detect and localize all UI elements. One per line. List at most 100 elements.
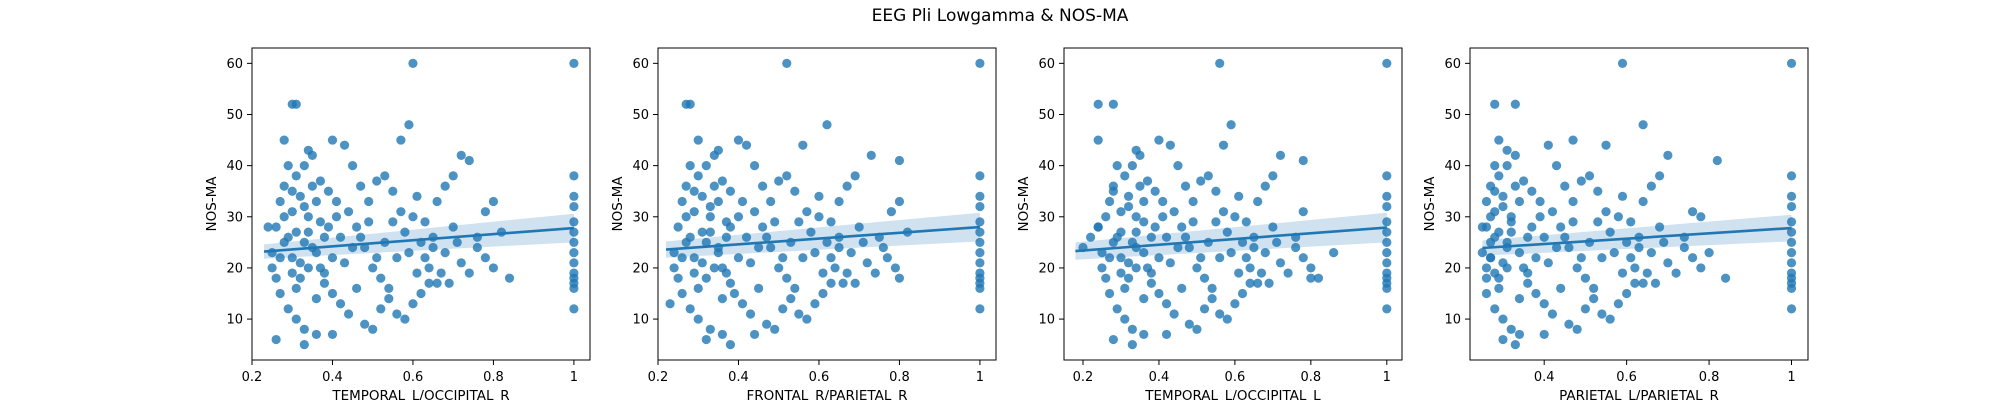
data-point	[894, 273, 905, 283]
data-point	[1382, 217, 1392, 227]
data-point	[1622, 288, 1632, 299]
data-point	[1108, 181, 1118, 191]
data-point	[1177, 283, 1187, 293]
x-tick-label: 0.2	[242, 370, 263, 385]
y-tick-label: 10	[226, 313, 243, 328]
data-point	[1093, 99, 1103, 109]
data-point	[713, 145, 723, 155]
data-point	[1180, 181, 1191, 191]
data-point	[1123, 191, 1134, 201]
data-point	[1234, 191, 1244, 201]
data-point	[1127, 161, 1137, 171]
data-point	[1646, 247, 1656, 258]
data-point	[826, 217, 836, 227]
data-point	[1490, 161, 1500, 171]
data-point	[794, 309, 804, 319]
data-point	[424, 278, 434, 288]
y-tick-label: 50	[1444, 108, 1461, 123]
data-point	[1101, 273, 1111, 283]
x-tick-label: 0.2	[1073, 370, 1094, 385]
data-point	[975, 191, 985, 201]
data-point	[894, 196, 905, 207]
data-point	[1510, 150, 1520, 161]
data-point	[826, 253, 836, 263]
data-point	[1108, 99, 1118, 109]
data-point	[745, 258, 756, 268]
data-point	[299, 324, 309, 334]
x-tick-label: 0.6	[403, 370, 424, 385]
data-point	[339, 140, 350, 150]
data-point	[709, 181, 719, 191]
data-point	[894, 155, 905, 166]
data-point	[1490, 207, 1500, 217]
y-tick-label: 10	[1444, 313, 1461, 328]
data-point	[1506, 227, 1516, 237]
data-point	[733, 135, 744, 145]
data-point	[822, 237, 832, 247]
x-tick-label: 0.8	[1699, 370, 1720, 385]
data-point	[677, 196, 687, 207]
data-point	[1527, 222, 1537, 232]
data-point	[327, 135, 338, 145]
data-point	[790, 186, 800, 196]
data-point	[1139, 196, 1149, 207]
y-tick-label: 20	[632, 261, 649, 276]
data-point	[311, 247, 321, 258]
data-point	[737, 196, 748, 207]
data-point	[464, 155, 474, 166]
data-point	[1275, 150, 1286, 161]
regression-line	[665, 225, 980, 251]
data-point	[1218, 140, 1229, 150]
data-point	[1613, 299, 1623, 309]
data-point	[396, 135, 406, 145]
data-point	[279, 135, 289, 145]
data-point	[1655, 222, 1665, 232]
data-point	[364, 196, 374, 207]
data-point	[456, 150, 466, 161]
data-point	[1237, 237, 1248, 247]
data-point	[693, 171, 703, 181]
data-point	[854, 222, 864, 232]
x-tick-label: 0.8	[483, 370, 504, 385]
data-point	[1679, 242, 1689, 253]
data-point	[1180, 232, 1191, 242]
data-point	[1498, 334, 1508, 345]
x-tick-label: 0.6	[1225, 370, 1246, 385]
data-point	[1481, 273, 1492, 283]
data-point	[713, 196, 723, 207]
data-point	[814, 212, 824, 222]
data-point	[1486, 237, 1496, 247]
x-axis-label: PARIETAL_L/PARIETAL_R	[1559, 388, 1719, 400]
data-point	[343, 207, 354, 217]
data-point	[1298, 253, 1308, 263]
data-point	[1203, 171, 1213, 181]
data-point	[1268, 171, 1278, 181]
data-point	[1142, 263, 1153, 273]
data-point	[681, 237, 691, 247]
x-tick-label: 0.6	[1616, 370, 1637, 385]
data-point	[1127, 237, 1137, 247]
data-point	[1230, 299, 1240, 309]
data-point	[1560, 232, 1570, 242]
data-point	[315, 176, 326, 186]
data-point	[444, 278, 454, 288]
x-tick-label: 0.8	[1301, 370, 1322, 385]
data-point	[705, 212, 715, 222]
data-point	[701, 334, 711, 345]
data-point	[1523, 232, 1533, 242]
data-point	[766, 242, 776, 253]
data-point	[1192, 324, 1202, 334]
data-point	[1108, 237, 1118, 247]
data-point	[774, 263, 784, 273]
y-tick-label: 60	[1038, 57, 1055, 72]
data-point	[287, 253, 297, 263]
data-point	[774, 176, 784, 186]
data-point	[810, 299, 820, 309]
data-point	[762, 232, 772, 242]
data-point	[347, 161, 358, 171]
data-point	[299, 237, 309, 247]
y-tick-label: 20	[226, 261, 243, 276]
data-point	[1539, 329, 1549, 340]
data-point	[1481, 263, 1492, 273]
data-point	[1564, 319, 1574, 329]
